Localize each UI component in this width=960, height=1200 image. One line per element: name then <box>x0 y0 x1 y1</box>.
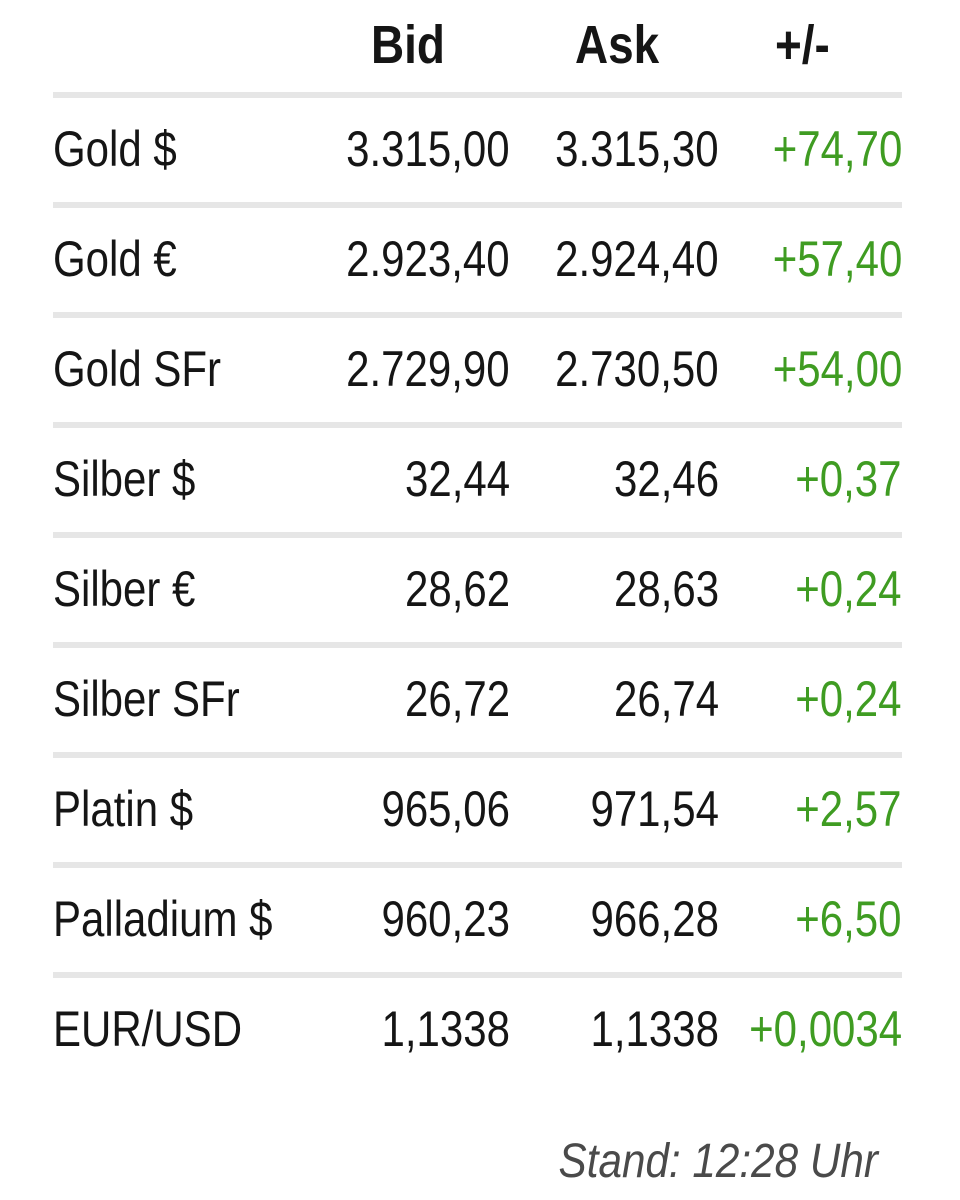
change-value: +57,40 <box>772 231 902 287</box>
metals-quote-table: Bid Ask +/- Gold $ 3.315,00 3.315,30 +74… <box>53 0 902 1082</box>
bid-value: 1,1338 <box>381 1001 510 1057</box>
ask-column-header: Ask <box>575 15 660 75</box>
instrument-name: Silber € <box>53 561 196 617</box>
change-value: +54,00 <box>772 341 902 397</box>
instrument-name: Palladium $ <box>53 891 273 947</box>
instrument-name: Silber SFr <box>53 671 240 727</box>
change-value: +0,24 <box>795 561 902 617</box>
ask-value: 2.924,40 <box>555 231 719 287</box>
table-row: Silber SFr 26,72 26,74 +0,24 <box>53 642 902 752</box>
ask-value: 3.315,30 <box>555 121 719 177</box>
bid-value: 28,62 <box>404 561 510 617</box>
instrument-name: Gold $ <box>53 121 177 177</box>
instrument-name: Gold SFr <box>53 341 222 397</box>
table-row: EUR/USD 1,1338 1,1338 +0,0034 <box>53 972 902 1082</box>
ask-value: 26,74 <box>613 671 719 727</box>
bid-value: 3.315,00 <box>346 121 510 177</box>
change-value: +0,24 <box>795 671 902 727</box>
ask-value: 32,46 <box>613 451 719 507</box>
table-row: Gold SFr 2.729,90 2.730,50 +54,00 <box>53 312 902 422</box>
timestamp-label: Stand: 12:28 Uhr <box>558 1135 878 1188</box>
change-value: +0,37 <box>795 451 902 507</box>
instrument-name: Platin $ <box>53 781 194 837</box>
bid-value: 960,23 <box>381 891 510 947</box>
change-value: +0,0034 <box>749 1001 902 1057</box>
bid-column-header: Bid <box>371 15 445 75</box>
change-column-header: +/- <box>775 15 830 75</box>
ask-value: 2.730,50 <box>555 341 719 397</box>
table-row: Silber $ 32,44 32,46 +0,37 <box>53 422 902 532</box>
instrument-name: EUR/USD <box>53 1001 243 1057</box>
table-row: Palladium $ 960,23 966,28 +6,50 <box>53 862 902 972</box>
table-header: Bid Ask +/- <box>53 0 902 92</box>
ask-value: 966,28 <box>590 891 719 947</box>
table-row: Gold $ 3.315,00 3.315,30 +74,70 <box>53 92 902 202</box>
ask-value: 1,1338 <box>590 1001 719 1057</box>
instrument-name: Gold € <box>53 231 177 287</box>
change-value: +74,70 <box>772 121 902 177</box>
ask-value: 28,63 <box>613 561 719 617</box>
table-row: Platin $ 965,06 971,54 +2,57 <box>53 752 902 862</box>
table-row: Silber € 28,62 28,63 +0,24 <box>53 532 902 642</box>
bid-value: 32,44 <box>404 451 510 507</box>
bid-value: 2.923,40 <box>346 231 510 287</box>
bid-value: 26,72 <box>404 671 510 727</box>
bid-value: 965,06 <box>381 781 510 837</box>
instrument-name: Silber $ <box>53 451 196 507</box>
change-value: +6,50 <box>795 891 902 947</box>
table-row: Gold € 2.923,40 2.924,40 +57,40 <box>53 202 902 312</box>
bid-value: 2.729,90 <box>346 341 510 397</box>
ask-value: 971,54 <box>590 781 719 837</box>
change-value: +2,57 <box>795 781 902 837</box>
